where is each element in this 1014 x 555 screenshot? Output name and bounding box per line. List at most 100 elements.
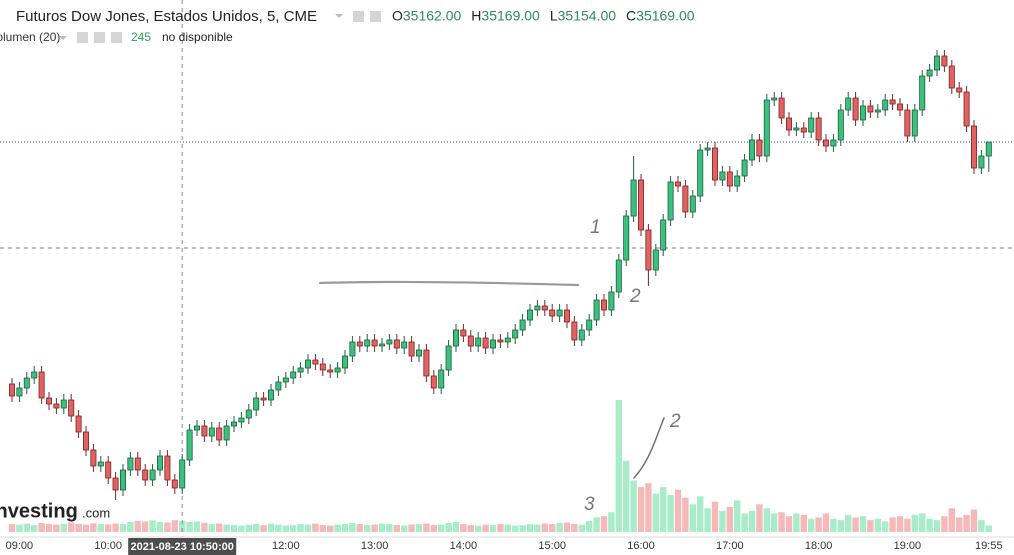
candle-body [948,65,955,89]
candle-body [386,339,393,345]
candle-body [682,185,689,213]
volume-bar [230,525,238,532]
volume-bar [682,497,689,532]
volume-bar [748,510,756,532]
annotation: 3 [584,494,595,515]
dropdown-icon [335,14,343,18]
candle-body [23,377,30,389]
candle-body [660,219,667,251]
volume-bar [482,524,489,532]
volume-bar [904,518,911,532]
candle-body [260,397,267,401]
volume-bar [608,512,615,532]
x-tick-label: 14:00 [450,540,478,552]
candle-body [378,343,385,347]
candle-body [156,455,163,471]
volume-bar [134,520,141,532]
candle-body [282,377,289,383]
candle-body [445,345,452,371]
candle-body [889,99,896,105]
volume-bar [282,525,289,532]
ohlc-value: 35169.00 [636,8,695,24]
candle-body [667,181,674,221]
candle-body [512,329,519,339]
candle-body [134,457,141,471]
candle-body [549,309,556,317]
candle-body [208,427,215,437]
candle-body [112,477,119,491]
candle-body [808,117,815,133]
candle-body [415,349,422,357]
candle-body [763,99,770,157]
candle-body [142,469,149,481]
candle-body [897,103,904,111]
volume-bar [970,509,978,532]
volume-bar [467,525,474,532]
candle-body [245,409,252,419]
candle-body [423,349,430,377]
candle-body [497,339,504,343]
watermark-suffix: .com [82,505,110,520]
volume-bar [549,524,556,532]
volume-bar [364,525,371,532]
candle-body [297,367,304,373]
volume-bar [290,525,297,532]
volume-bar [778,512,785,532]
candle-body [327,369,334,373]
volume-bar [586,520,593,532]
volume-bar [327,525,334,532]
volume-bar [16,524,23,532]
volume-bar [808,518,815,532]
volume-bar [452,521,460,532]
volume-bar [896,516,904,532]
volume-bar [378,523,386,532]
volume-bar [667,495,674,532]
candle-body [978,155,985,169]
candle-body [467,335,474,347]
volume-bar [90,523,97,532]
volume-bar [985,525,992,532]
volume-bar [371,524,378,532]
chart-title: Futuros Dow Jones, Estados Unidos, 5, CM… [16,8,317,25]
icon [94,32,105,43]
candle-body [689,195,696,213]
volume-bar [319,525,326,532]
candle-body [756,139,763,157]
candle-body [623,215,630,261]
x-tick-label: 19:00 [894,540,922,552]
candle-body [304,359,311,369]
candle-body [800,127,807,133]
volume-bar [689,504,696,532]
candle-body [534,305,541,311]
volume-bar [112,523,119,532]
candle-body [719,171,726,181]
candle-body [341,355,348,369]
volume-bar [526,524,534,532]
volume-bar [956,517,963,532]
candle-body [815,117,822,141]
annotation-layer: 1 2 3 2 [584,217,681,515]
candle-body [645,229,652,271]
volume-bar [267,523,275,532]
volume-bar [38,523,45,532]
volume-bar [208,524,215,532]
volume-bar [600,516,608,532]
volume-bar [556,523,563,532]
volume-bar [349,523,356,532]
volume-bar [475,525,482,532]
volume-bar [593,517,600,532]
candle-body [771,97,778,101]
volume-bar [734,500,741,532]
volume-bar [497,524,504,532]
volume-bar [401,525,408,532]
candle-body [482,337,489,349]
candle-body [593,299,600,321]
candle-body [941,55,948,67]
candle-body [452,329,459,347]
candle-body [556,309,563,317]
candle-body [312,359,319,365]
candle-body [201,425,208,437]
candle-body [586,319,593,331]
